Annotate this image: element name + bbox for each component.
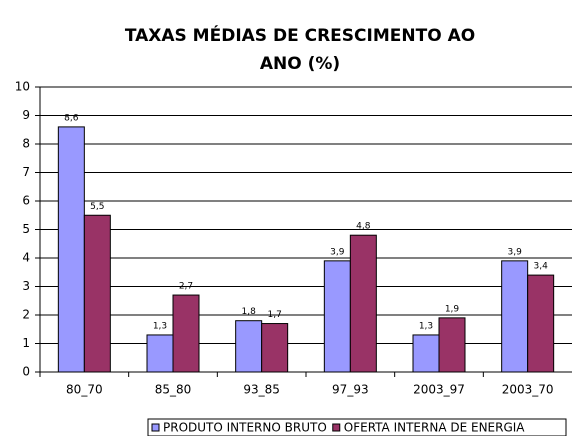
bar [261,323,289,373]
y-tick-label: 4 [22,251,30,265]
bar [501,260,529,373]
value-label: 3,4 [534,262,549,272]
x-tick-label: 2003_70 [502,383,554,397]
value-label: 5,5 [90,202,104,212]
x-tick-label: 2003_97 [413,383,465,397]
legend-box [147,418,567,436]
value-label: 1,7 [268,310,282,320]
value-label: 1,3 [153,321,167,331]
bar [412,334,440,373]
y-tick-label: 8 [22,137,30,151]
y-tick-label: 3 [22,279,30,293]
x-tick-label: 93_85 [243,383,280,397]
chart-title: ANO (%) [260,54,340,74]
x-tick-label: 80_70 [66,383,103,397]
value-label: 3,9 [330,247,345,257]
legend-swatch [332,423,341,432]
bar [527,274,555,373]
y-tick-label: 5 [22,222,30,236]
y-tick-label: 6 [22,194,30,208]
value-label: 2,7 [179,282,193,292]
x-tick-label: 97_93 [332,383,369,397]
bar [323,260,351,373]
bar [349,234,377,373]
y-tick-label: 2 [22,308,30,322]
bar [146,334,174,373]
y-tick-label: 7 [22,165,30,179]
legend-label: PRODUTO INTERNO BRUTO [163,421,327,435]
legend-swatch [151,423,160,432]
y-tick-label: 1 [22,336,30,350]
value-label: 1,3 [419,321,433,331]
bar [172,294,200,373]
bar [235,320,263,373]
bar [438,317,466,373]
y-tick-label: 9 [22,108,30,122]
value-label: 3,9 [508,247,523,257]
value-label: 4,8 [356,222,371,232]
x-tick-label: 85_80 [155,383,192,397]
y-tick-label: 0 [22,365,30,379]
bar [83,214,111,373]
legend-label: OFERTA INTERNA DE ENERGIA [344,421,526,435]
value-label: 8,6 [64,113,79,123]
value-label: 1,9 [445,304,460,314]
y-tick-label: 10 [15,80,30,94]
bar [57,126,85,373]
value-label: 1,8 [242,307,257,317]
chart-title: TAXAS MÉDIAS DE CRESCIMENTO AO [125,24,475,46]
